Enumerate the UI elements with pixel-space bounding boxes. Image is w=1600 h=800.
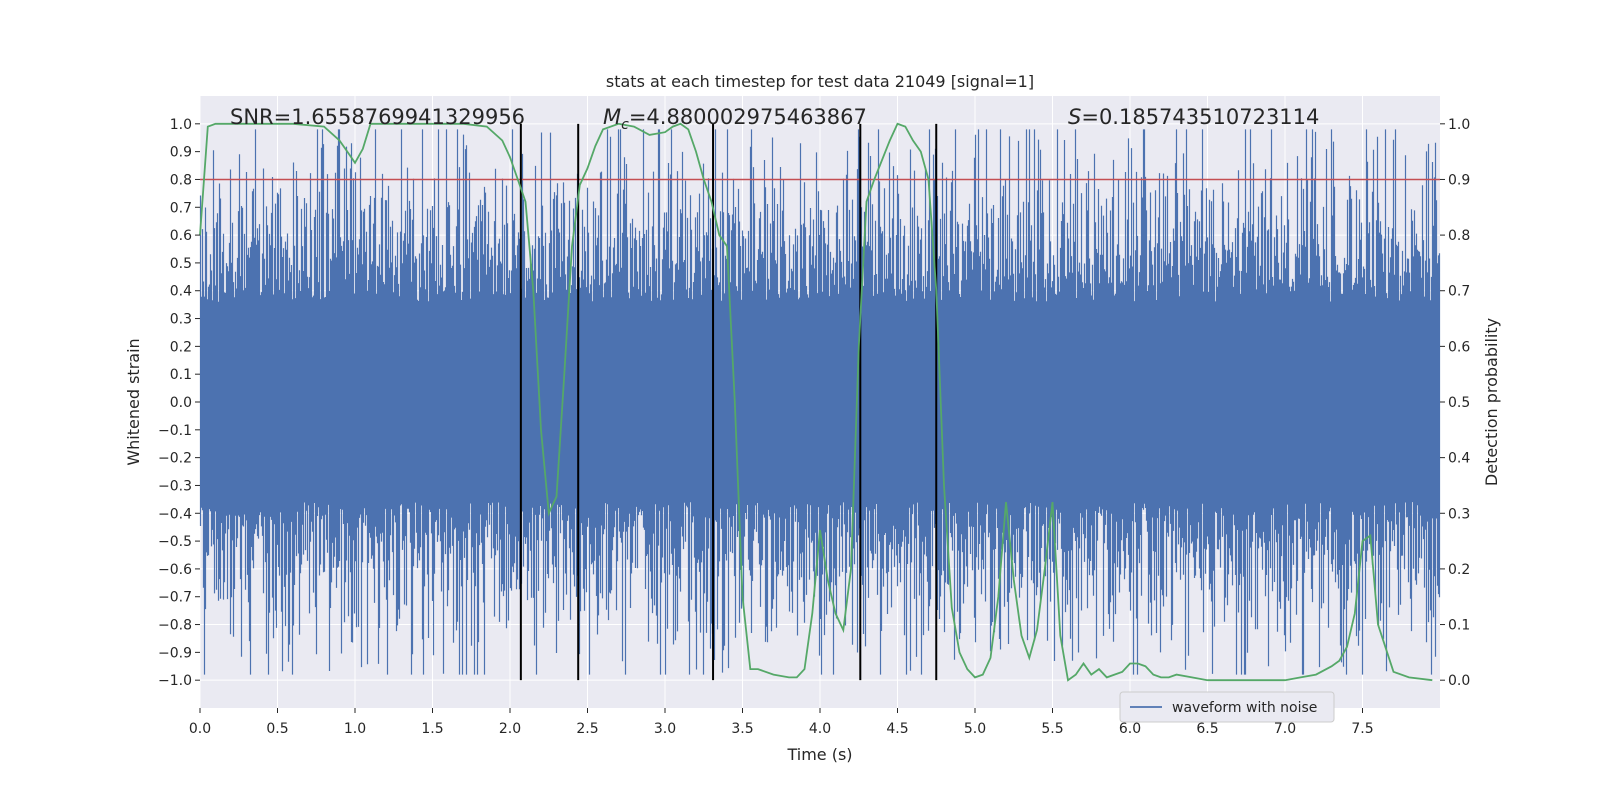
left-y-tick-label: 0.6 (170, 228, 192, 244)
x-tick-label: 1.5 (421, 721, 443, 737)
snr-annotation: SNR=1.6558769941329956 (230, 105, 525, 129)
vertical-lines (519, 123, 938, 681)
left-y-tick-label: −0.6 (158, 562, 192, 578)
left-y-tick-label: −0.4 (158, 506, 192, 522)
x-tick-label: 6.0 (1119, 721, 1141, 737)
right-y-tick-label: 0.3 (1448, 506, 1470, 522)
right-y-tick-label: 1.0 (1448, 117, 1470, 133)
right-y-tick-label: 0.4 (1448, 451, 1470, 467)
left-y-tick-label: −0.1 (158, 423, 192, 439)
right-y-tick-label: 0.6 (1448, 339, 1470, 355)
x-tick-label: 0.0 (189, 721, 211, 737)
x-tick-label: 5.0 (964, 721, 986, 737)
left-y-tick-label: −0.2 (158, 451, 192, 467)
left-y-tick-label: 1.0 (170, 117, 192, 133)
mc-symbol: M (603, 105, 621, 129)
left-y-tick-label: 0.0 (170, 395, 192, 411)
left-y-tick-label: −0.8 (158, 618, 192, 634)
s-value: =0.185743510723114 (1081, 105, 1319, 129)
s-annotation: S=0.185743510723114 (1068, 105, 1319, 129)
mc-subscript: c (621, 117, 629, 133)
x-tick-label: 7.0 (1274, 721, 1296, 737)
x-tick-label: 2.0 (499, 721, 521, 737)
legend-box (1119, 691, 1335, 723)
left-y-tick-label: 0.5 (170, 256, 192, 272)
x-tick-label: 6.5 (1196, 721, 1218, 737)
legend: waveform with noise (1119, 691, 1335, 723)
left-y-tick-label: −0.5 (158, 534, 192, 550)
chart-title: stats at each timestep for test data 210… (606, 72, 1034, 91)
legend-label-waveform: waveform with noise (1172, 700, 1317, 716)
x-axis-label: Time (s) (786, 745, 852, 764)
waveform-series (199, 129, 1441, 675)
left-y-tick-label: 0.4 (170, 284, 192, 300)
right-y-tick-label: 0.2 (1448, 562, 1470, 578)
right-y-tick-label: 0.1 (1448, 618, 1470, 634)
right-y-tick-label: 0.9 (1448, 172, 1470, 188)
left-y-tick-label: −0.7 (158, 590, 192, 606)
x-tick-label: 4.5 (886, 721, 908, 737)
x-tick-label: 4.0 (809, 721, 831, 737)
right-y-tick-label: 0.0 (1448, 673, 1470, 689)
x-tick-label: 2.5 (576, 721, 598, 737)
mc-value: =4.880002975463867 (629, 105, 867, 129)
detection-probability-line (199, 122, 1433, 682)
left-y-axis-ticks: 1.0 0.9 0.8 0.7 0.6 0.5 0.4 0.3 0.2 0.1 0.0 −0.1 −0.… (158, 117, 200, 689)
left-y-tick-label: 0.1 (170, 367, 192, 383)
left-y-tick-label: 0.8 (170, 172, 192, 188)
x-axis-ticks: 0.0 0.5 1.0 1.5 2.0 2.5 3.0 3.5 4.0 4.5 5.0 5.5 6.0 6… (189, 708, 1374, 737)
left-y-tick-label: 0.3 (170, 312, 192, 328)
s-symbol: S (1068, 105, 1081, 129)
right-y-tick-label: 0.7 (1448, 284, 1470, 300)
x-tick-label: 0.5 (266, 721, 288, 737)
left-y-tick-label: −0.9 (158, 645, 192, 661)
left-y-tick-label: 0.7 (170, 200, 192, 216)
waveform-trace (199, 129, 1441, 675)
x-tick-label: 7.5 (1351, 721, 1373, 737)
x-tick-label: 1.0 (344, 721, 366, 737)
x-tick-label: 5.5 (1041, 721, 1063, 737)
left-y-tick-label: 0.2 (170, 339, 192, 355)
left-y-tick-label: −0.3 (158, 478, 192, 494)
left-y-tick-label: −1.0 (158, 673, 192, 689)
mc-annotation: Mc=4.880002975463867 (603, 105, 867, 133)
right-y-axis-label: Detection probability (1482, 318, 1501, 486)
left-y-tick-label: 0.9 (170, 145, 192, 161)
x-tick-label: 3.0 (654, 721, 676, 737)
right-y-tick-label: 0.8 (1448, 228, 1470, 244)
left-y-axis-label: Whitened strain (124, 338, 143, 465)
right-y-tick-label: 0.5 (1448, 395, 1470, 411)
x-tick-label: 3.5 (731, 721, 753, 737)
right-y-axis-ticks: 1.0 0.9 0.8 0.7 0.6 0.5 0.4 0.3 0.2 0.1 0.0 (1440, 117, 1470, 689)
